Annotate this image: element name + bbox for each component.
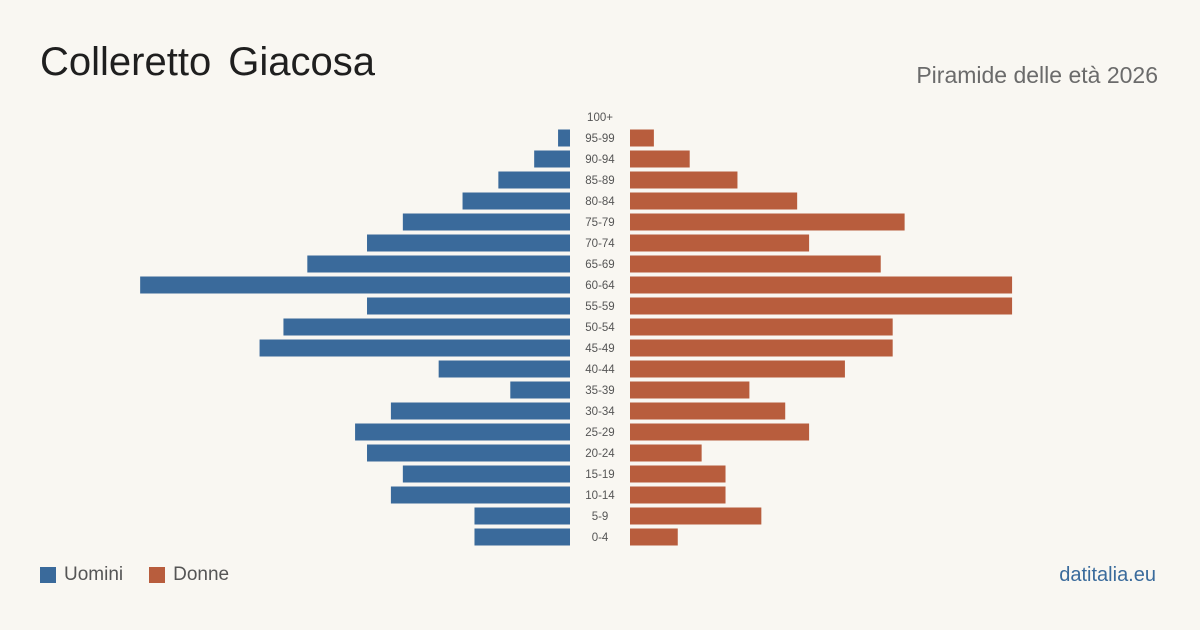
bar-women-25-29 <box>630 423 810 441</box>
bar-women-80-84 <box>630 192 798 210</box>
legend-item-men: Uomini <box>40 564 123 586</box>
bar-men-5-9 <box>474 507 570 525</box>
bar-men-80-84 <box>462 192 570 210</box>
bar-women-5-9 <box>630 507 762 525</box>
bar-women-60-64 <box>630 276 1013 294</box>
bar-men-50-54 <box>283 318 570 336</box>
age-label-20-24: 20-24 <box>585 448 615 460</box>
legend-item-women: Donne <box>149 564 229 586</box>
age-label-35-39: 35-39 <box>585 385 614 397</box>
bar-men-65-69 <box>307 255 570 273</box>
site-link[interactable]: datitalia.eu <box>1059 564 1156 586</box>
bar-women-55-59 <box>630 297 1013 315</box>
bar-men-75-79 <box>402 213 570 231</box>
bar-men-85-89 <box>498 171 570 189</box>
bar-women-75-79 <box>630 213 905 231</box>
bar-women-15-19 <box>630 465 726 483</box>
bar-women-0-4 <box>630 528 678 546</box>
bar-women-20-24 <box>630 444 702 462</box>
age-label-15-19: 15-19 <box>585 469 614 481</box>
age-label-90-94: 90-94 <box>585 154 615 166</box>
age-label-80-84: 80-84 <box>585 196 615 208</box>
legend-swatch-men <box>40 567 56 583</box>
age-label-50-54: 50-54 <box>585 322 615 334</box>
bar-men-20-24 <box>367 444 570 462</box>
bar-men-35-39 <box>510 381 570 399</box>
bar-women-85-89 <box>630 171 738 189</box>
bar-women-50-54 <box>630 318 893 336</box>
legend-label-women: Donne <box>173 564 230 585</box>
bar-men-25-29 <box>355 423 570 441</box>
bar-men-30-34 <box>390 402 570 420</box>
age-label-85-89: 85-89 <box>585 175 614 187</box>
age-label-25-29: 25-29 <box>585 427 614 439</box>
bar-women-40-44 <box>630 360 845 378</box>
age-label-0-4: 0-4 <box>592 532 609 544</box>
bar-men-95-99 <box>558 129 570 147</box>
bar-women-35-39 <box>630 381 750 399</box>
bar-women-90-94 <box>630 150 690 168</box>
age-label-70-74: 70-74 <box>585 238 615 250</box>
age-label-60-64: 60-64 <box>585 280 615 292</box>
bar-men-0-4 <box>474 528 570 546</box>
bar-men-90-94 <box>534 150 570 168</box>
bar-men-15-19 <box>402 465 570 483</box>
age-label-40-44: 40-44 <box>585 364 615 376</box>
age-label-30-34: 30-34 <box>585 406 615 418</box>
age-label-65-69: 65-69 <box>585 259 614 271</box>
bar-women-10-14 <box>630 486 726 504</box>
bar-women-30-34 <box>630 402 786 420</box>
age-label-45-49: 45-49 <box>585 343 614 355</box>
bar-women-45-49 <box>630 339 893 357</box>
legend-label-men: Uomini <box>64 564 124 585</box>
bar-women-65-69 <box>630 255 881 273</box>
legend-swatch-women <box>149 567 166 583</box>
bar-women-95-99 <box>630 129 654 147</box>
bar-men-55-59 <box>367 297 570 315</box>
bar-men-10-14 <box>390 486 570 504</box>
bar-men-40-44 <box>438 360 570 378</box>
bar-men-70-74 <box>367 234 570 252</box>
chart-title: Colleretto Giacosa <box>40 40 376 84</box>
chart-subtitle: Piramide delle età 2026 <box>916 62 1158 88</box>
legend: Uomini Donne <box>40 564 229 586</box>
age-label-95-99: 95-99 <box>585 133 614 145</box>
age-label-10-14: 10-14 <box>585 490 615 502</box>
bar-women-70-74 <box>630 234 810 252</box>
age-label-55-59: 55-59 <box>585 301 614 313</box>
bar-men-45-49 <box>259 339 570 357</box>
age-label-5-9: 5-9 <box>592 511 609 523</box>
age-label-100+: 100+ <box>587 112 613 124</box>
age-label-75-79: 75-79 <box>585 217 614 229</box>
bar-men-60-64 <box>140 276 570 294</box>
